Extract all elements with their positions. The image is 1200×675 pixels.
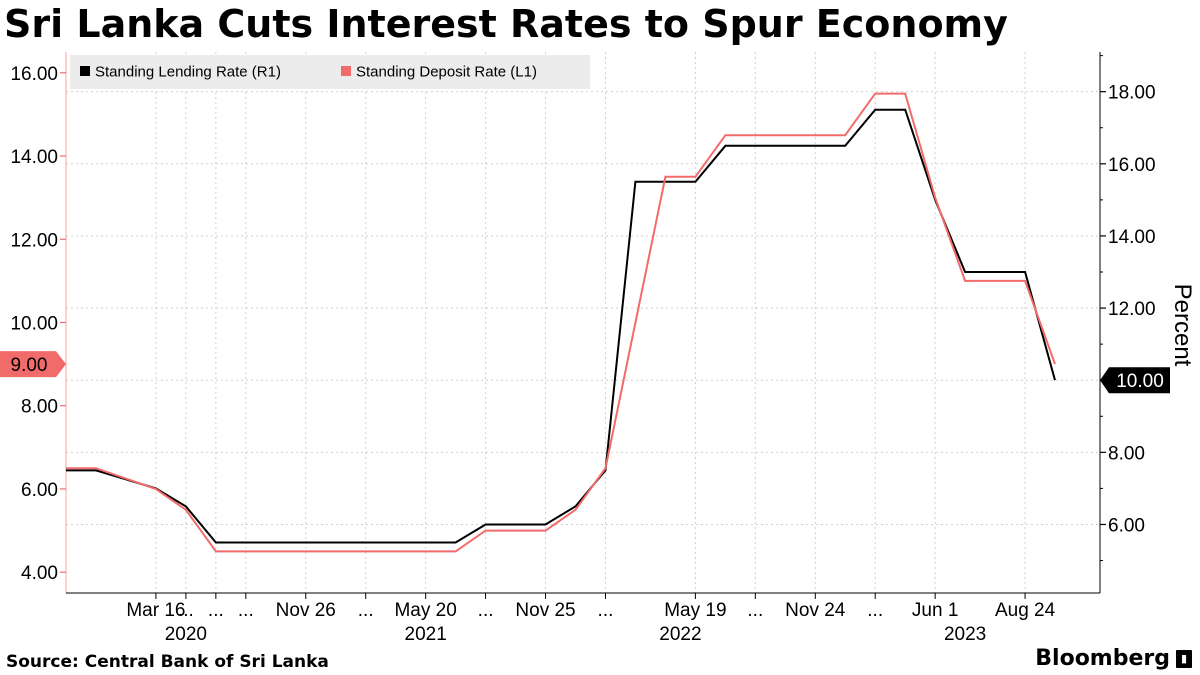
x-year-label: 2023 (944, 624, 986, 645)
brand-mark-icon: ▮ (1176, 649, 1192, 668)
left-tick-label: 14.00 (10, 147, 58, 168)
legend-label-lending: Standing Lending Rate (R1) (95, 64, 281, 81)
right-axis-label: Percent (1169, 284, 1196, 367)
chart-title: Sri Lanka Cuts Interest Rates to Spur Ec… (4, 2, 1008, 46)
brand-text: Bloomberg (1035, 646, 1170, 671)
grid-lines (66, 52, 1100, 593)
x-tick-label: Nov 25 (515, 600, 575, 621)
right-tick-label: 16.00 (1108, 155, 1156, 176)
x-tick-label: Aug 24 (995, 600, 1056, 621)
left-tick-label: 12.00 (10, 230, 58, 251)
x-tick-label: ... (867, 600, 883, 621)
x-tick-label: ... (178, 600, 194, 621)
legend-label-deposit: Standing Deposit Rate (L1) (356, 64, 537, 81)
x-tick-label: ... (238, 600, 254, 621)
legend-background (70, 55, 590, 89)
legend-swatch-lending (80, 66, 90, 76)
x-year-label: 2021 (405, 624, 447, 645)
x-year-label: 2020 (165, 624, 207, 645)
left-tick-label: 10.00 (10, 314, 58, 335)
left-current-value-tag (0, 351, 66, 378)
x-tick-label: May 20 (394, 600, 456, 621)
x-year-label: 2022 (659, 624, 701, 645)
right-current-value-tag (1100, 367, 1170, 394)
right-current-value-label: 10.00 (1116, 371, 1164, 392)
left-current-value-label: 9.00 (11, 355, 48, 376)
x-tick-label: ... (208, 600, 224, 621)
right-tick-label: 6.00 (1108, 515, 1145, 536)
x-tick-label: Nov 26 (276, 600, 336, 621)
right-tick-label: 8.00 (1108, 443, 1145, 464)
series-line-deposit (66, 92, 1056, 553)
legend: Standing Lending Rate (R1) Standing Depo… (70, 55, 590, 89)
left-tick-label: 16.00 (10, 64, 58, 85)
left-tick-label: 4.00 (21, 563, 58, 584)
x-tick-label: ... (358, 600, 374, 621)
x-tick-label: Mar 16 (126, 600, 185, 621)
right-tick-label: 14.00 (1108, 227, 1156, 248)
source-note: Source: Central Bank of Sri Lanka (6, 652, 329, 672)
left-tick-label: 8.00 (21, 397, 58, 418)
left-tick-label: 6.00 (21, 480, 58, 501)
x-tick-label: ... (478, 600, 494, 621)
legend-swatch-deposit (341, 66, 351, 76)
right-tick-label: 18.00 (1108, 83, 1156, 104)
series-lines (66, 92, 1056, 553)
series-line-lending (66, 108, 1056, 544)
x-tick-label: Jun 1 (912, 600, 958, 621)
x-tick-label: Nov 24 (785, 600, 846, 621)
x-tick-label: May 19 (664, 600, 726, 621)
right-tick-label: 12.00 (1108, 299, 1156, 320)
axes: 4.00 6.00 8.00 10.00 12.00 14.00 16.00 6.00 8.00… (0, 52, 1170, 645)
x-tick-label: ... (598, 600, 614, 621)
x-tick-label: ... (747, 600, 763, 621)
bloomberg-logo: Bloomberg ▮ (1035, 646, 1192, 671)
